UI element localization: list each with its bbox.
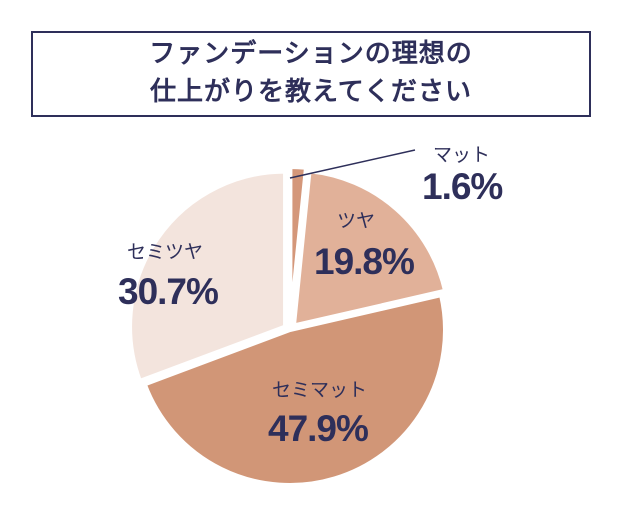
slice-semimatte bbox=[142, 293, 447, 487]
label-gloss-name: ツヤ bbox=[337, 210, 375, 232]
label-gloss-value: 19.8% bbox=[314, 241, 414, 282]
slice-matte bbox=[288, 165, 308, 325]
label-semigloss-value: 30.7% bbox=[118, 271, 218, 312]
matte-leader-line bbox=[289, 149, 416, 179]
label-matte-value: 1.6% bbox=[422, 166, 502, 207]
slice-semigloss bbox=[128, 169, 288, 383]
chart-title: ファンデーションの理想の 仕上がりを教えてください bbox=[149, 36, 472, 111]
label-matte-name: マット bbox=[433, 144, 490, 166]
label-semimatte-name: セミマット bbox=[272, 379, 367, 401]
pie-slices bbox=[128, 165, 448, 487]
chart-title-line2: 仕上がりを教えてください bbox=[150, 77, 472, 107]
chart-title-line1: ファンデーションの理想の bbox=[149, 39, 473, 70]
label-semigloss-name: セミツヤ bbox=[127, 241, 203, 263]
label-semimatte-value: 47.9% bbox=[268, 408, 368, 449]
chart-title-box: ファンデーションの理想の 仕上がりを教えてください bbox=[31, 31, 591, 117]
slice-gloss bbox=[291, 169, 448, 328]
